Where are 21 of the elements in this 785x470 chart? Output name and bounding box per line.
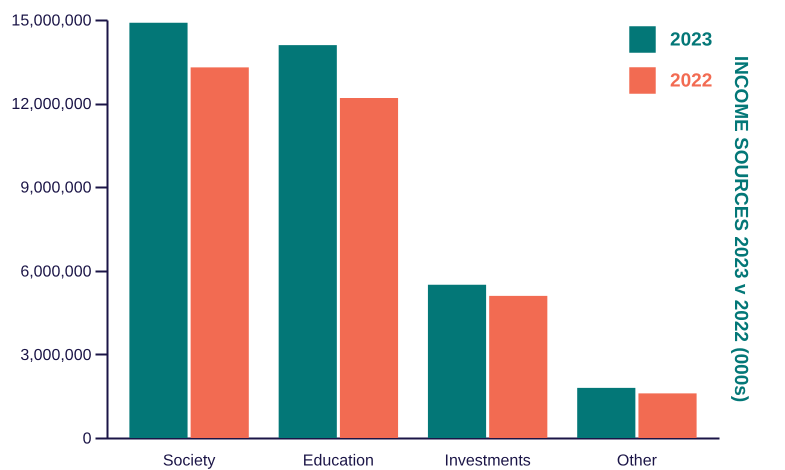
x-tick-label: Society — [162, 452, 216, 470]
y-tick-label: 0 — [82, 430, 92, 448]
bar — [577, 388, 636, 438]
y-tick-label: 15,000,000 — [11, 12, 92, 30]
x-tick-label: Investments — [444, 452, 531, 470]
bar — [340, 98, 398, 438]
y-tick-label: 6,000,000 — [20, 263, 92, 280]
x-tick-label: Education — [302, 452, 374, 470]
bar — [278, 45, 337, 438]
bar — [190, 67, 249, 438]
x-tick-label: Other — [616, 452, 658, 470]
bar — [428, 284, 486, 438]
y-tick-label: 12,000,000 — [11, 96, 92, 114]
legend-label: 2023 — [670, 30, 712, 50]
bar — [129, 22, 188, 438]
y-tick-label: 9,000,000 — [20, 180, 92, 197]
bar — [489, 296, 548, 438]
y-tick-label: 3,000,000 — [20, 346, 92, 364]
bar — [638, 393, 697, 438]
y-axis-title: INCOME SOURCES 2023 v 2022 (000s) — [730, 56, 751, 402]
legend-label: 2022 — [670, 70, 712, 92]
